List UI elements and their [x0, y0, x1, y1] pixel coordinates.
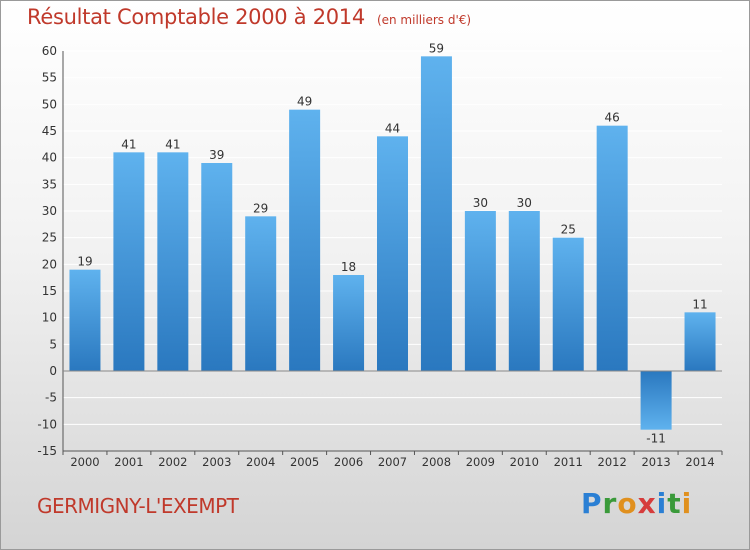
x-tick-label-2011: 2011 [554, 455, 583, 469]
x-tick-label-2014: 2014 [685, 455, 714, 469]
bar-2012 [596, 125, 628, 372]
y-tick-label: 50 [42, 97, 57, 111]
value-label-2012: 46 [605, 111, 620, 125]
x-tick-label-2003: 2003 [202, 455, 231, 469]
y-tick-label: 40 [42, 151, 57, 165]
value-label-2013: -11 [646, 432, 666, 446]
x-tick-label-2007: 2007 [378, 455, 407, 469]
y-tick-label: 0 [49, 364, 57, 378]
y-tick-label: -5 [45, 391, 57, 405]
chart-subtitle: (en milliers d'€) [376, 13, 472, 27]
bar-2010 [508, 211, 540, 371]
x-tick-label-2005: 2005 [290, 455, 319, 469]
value-label-2002: 41 [165, 137, 180, 151]
bar-2004 [245, 216, 277, 371]
bar-2000 [69, 269, 101, 371]
value-label-2008: 59 [429, 41, 444, 55]
proxiti-logo: Proxiti [581, 487, 693, 520]
x-tick-label-2000: 2000 [70, 455, 99, 469]
y-tick-label: -15 [37, 444, 57, 458]
value-label-2003: 39 [209, 148, 224, 162]
y-tick-label: 15 [42, 284, 57, 298]
value-label-2005: 49 [297, 95, 312, 109]
x-tick-label-2009: 2009 [466, 455, 495, 469]
y-tick-label: 35 [42, 177, 57, 191]
y-tick-label: 25 [42, 231, 57, 245]
x-tick-label-2010: 2010 [510, 455, 539, 469]
x-tick-label-2004: 2004 [246, 455, 275, 469]
y-tick-label: -10 [37, 417, 57, 431]
bar-2011 [552, 237, 584, 371]
bar-2008 [420, 56, 452, 371]
bar-2001 [113, 152, 145, 371]
bar-2002 [157, 152, 189, 371]
x-tick-label-2013: 2013 [641, 455, 670, 469]
value-label-2000: 19 [77, 255, 92, 269]
value-label-2006: 18 [341, 260, 356, 274]
y-tick-label: 45 [42, 124, 57, 138]
bar-2006 [333, 275, 365, 371]
value-label-2010: 30 [517, 196, 532, 210]
y-tick-label: 5 [49, 337, 57, 351]
bar-2009 [464, 211, 496, 371]
value-label-2004: 29 [253, 201, 268, 215]
bar-2013 [640, 371, 672, 430]
y-tick-label: 30 [42, 204, 57, 218]
y-tick-label: 60 [42, 44, 57, 58]
bar-2007 [377, 136, 408, 371]
title-row: Résultat Comptable 2000 à 2014 (en milli… [27, 5, 471, 29]
value-label-2014: 11 [692, 297, 707, 311]
bar-layer [69, 56, 716, 430]
y-tick-label: 10 [42, 311, 57, 325]
x-tick-label-2001: 2001 [114, 455, 143, 469]
x-tick-label-2002: 2002 [158, 455, 187, 469]
chart-title: Résultat Comptable 2000 à 2014 [27, 5, 365, 29]
value-label-2001: 41 [121, 137, 136, 151]
axis-layer: -15 -10 -5 0 5 10 15 20 25 30 35 40 45 50 55 60 19 2000 41… [37, 41, 723, 469]
value-label-2007: 44 [385, 121, 400, 135]
value-label-2009: 30 [473, 196, 488, 210]
value-label-2011: 25 [561, 223, 576, 237]
y-tick-label: 20 [42, 257, 57, 271]
x-tick-label-2008: 2008 [422, 455, 451, 469]
commune-name: GERMIGNY-L'EXEMPT [37, 494, 239, 518]
y-tick-label: 55 [42, 71, 57, 85]
bar-2003 [201, 163, 233, 371]
x-tick-label-2006: 2006 [334, 455, 363, 469]
bar-2005 [289, 109, 321, 372]
bar-2014 [684, 312, 716, 371]
x-tick-label-2012: 2012 [598, 455, 627, 469]
